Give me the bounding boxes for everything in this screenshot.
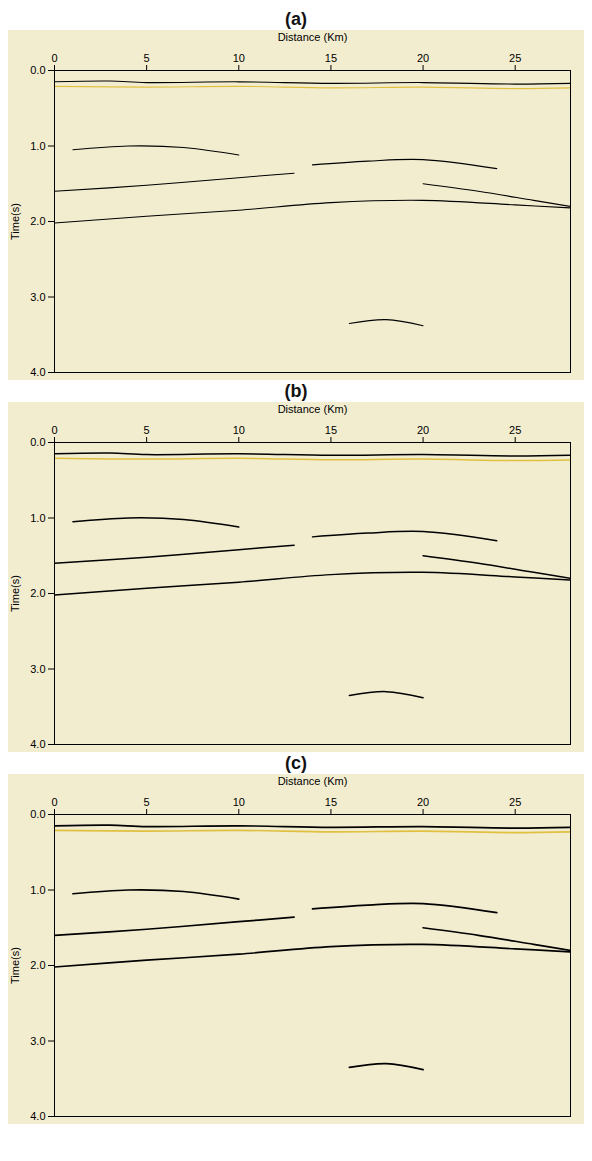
svg-text:5: 5 <box>144 424 150 436</box>
svg-text:4.0: 4.0 <box>30 738 45 750</box>
svg-text:20: 20 <box>417 796 429 808</box>
svg-text:Time(s): Time(s) <box>9 203 21 240</box>
svg-text:20: 20 <box>417 424 429 436</box>
svg-text:10: 10 <box>233 796 245 808</box>
svg-text:5: 5 <box>144 52 150 64</box>
svg-text:3.0: 3.0 <box>30 1035 45 1047</box>
svg-text:Distance (Km): Distance (Km) <box>278 403 348 415</box>
svg-text:0: 0 <box>51 796 57 808</box>
svg-text:Time(s): Time(s) <box>9 575 21 612</box>
svg-text:3.0: 3.0 <box>30 291 45 303</box>
svg-text:1.0: 1.0 <box>30 884 45 896</box>
svg-text:2.0: 2.0 <box>30 959 45 971</box>
svg-text:15: 15 <box>325 796 337 808</box>
svg-text:5: 5 <box>144 796 150 808</box>
svg-text:10: 10 <box>233 424 245 436</box>
svg-text:10: 10 <box>233 52 245 64</box>
svg-text:0.0: 0.0 <box>30 64 45 76</box>
html-text:(c): (c) <box>285 753 307 773</box>
svg-text:15: 15 <box>325 52 337 64</box>
svg-text:2.0: 2.0 <box>30 215 45 227</box>
svg-text:0.0: 0.0 <box>30 808 45 820</box>
svg-text:3.0: 3.0 <box>30 663 45 675</box>
html-text:(b): (b) <box>284 381 308 401</box>
svg-text:0.0: 0.0 <box>30 436 45 448</box>
svg-text:Time(s): Time(s) <box>9 947 21 984</box>
svg-text:Distance (Km): Distance (Km) <box>278 775 348 787</box>
svg-text:Distance (Km): Distance (Km) <box>278 31 348 43</box>
svg-text:1.0: 1.0 <box>30 140 45 152</box>
svg-text:25: 25 <box>509 424 521 436</box>
html-text:(a): (a) <box>285 9 307 29</box>
svg-text:4.0: 4.0 <box>30 1110 45 1122</box>
svg-text:4.0: 4.0 <box>30 366 45 378</box>
svg-text:1.0: 1.0 <box>30 512 45 524</box>
svg-text:20: 20 <box>417 52 429 64</box>
svg-text:25: 25 <box>509 796 521 808</box>
svg-text:0: 0 <box>51 52 57 64</box>
svg-text:25: 25 <box>509 52 521 64</box>
svg-text:2.0: 2.0 <box>30 587 45 599</box>
svg-text:0: 0 <box>51 424 57 436</box>
svg-text:15: 15 <box>325 424 337 436</box>
